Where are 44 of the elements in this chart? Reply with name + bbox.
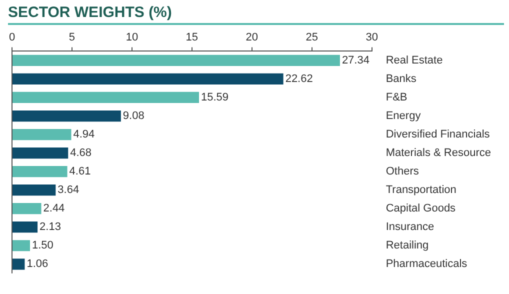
data-label: 22.62 — [285, 73, 313, 86]
y-tick-label: Banks — [386, 73, 417, 86]
y-tick-label: F&B — [386, 92, 408, 104]
x-tick-label: 20 — [246, 32, 258, 44]
x-tick-label: 30 — [366, 32, 378, 44]
y-tick-label: Capital Goods — [386, 202, 456, 215]
y-tick-label: Materials & Resource — [386, 147, 492, 160]
bar — [12, 73, 284, 85]
y-tick-label: Diversified Financials — [386, 128, 490, 141]
bar — [12, 203, 42, 214]
data-label: 15.59 — [201, 92, 229, 104]
data-label: 1.06 — [26, 258, 48, 270]
bar — [12, 92, 199, 104]
x-tick-label: 15 — [186, 32, 198, 44]
bar — [12, 166, 68, 178]
data-label: 9.08 — [122, 110, 144, 122]
bar — [12, 240, 30, 252]
x-tick-label: 5 — [68, 32, 76, 44]
bar — [12, 184, 56, 196]
x-tick-label: 10 — [126, 32, 138, 44]
data-label: 3.64 — [58, 184, 80, 196]
data-label: 2.44 — [43, 202, 65, 215]
y-tick-label: Pharmaceuticals — [386, 258, 468, 270]
chart-title: SECTOR WEIGHTS (%) — [8, 4, 504, 25]
y-tick-label: Insurance — [386, 221, 434, 234]
data-label: 2.13 — [40, 221, 61, 234]
data-label: 27.34 — [342, 54, 370, 66]
bar — [12, 222, 38, 233]
y-tick-label: Retailing — [386, 240, 429, 252]
y-tick-label: Others — [386, 166, 420, 178]
data-label: 4.61 — [69, 166, 91, 178]
data-label: 1.50 — [32, 240, 54, 252]
x-tick-label: 25 — [306, 32, 318, 44]
y-tick-label: Energy — [386, 110, 422, 122]
bar — [12, 258, 25, 270]
y-tick-label: Real Estate — [386, 54, 443, 66]
bar — [12, 147, 68, 159]
data-label: 4.94 — [73, 128, 95, 141]
bar — [12, 110, 121, 122]
data-label: 4.68 — [70, 147, 92, 160]
bar — [12, 54, 340, 66]
y-tick-label: Transportation — [386, 184, 456, 196]
x-tick-label: 0 — [8, 32, 16, 44]
bar — [12, 128, 72, 140]
